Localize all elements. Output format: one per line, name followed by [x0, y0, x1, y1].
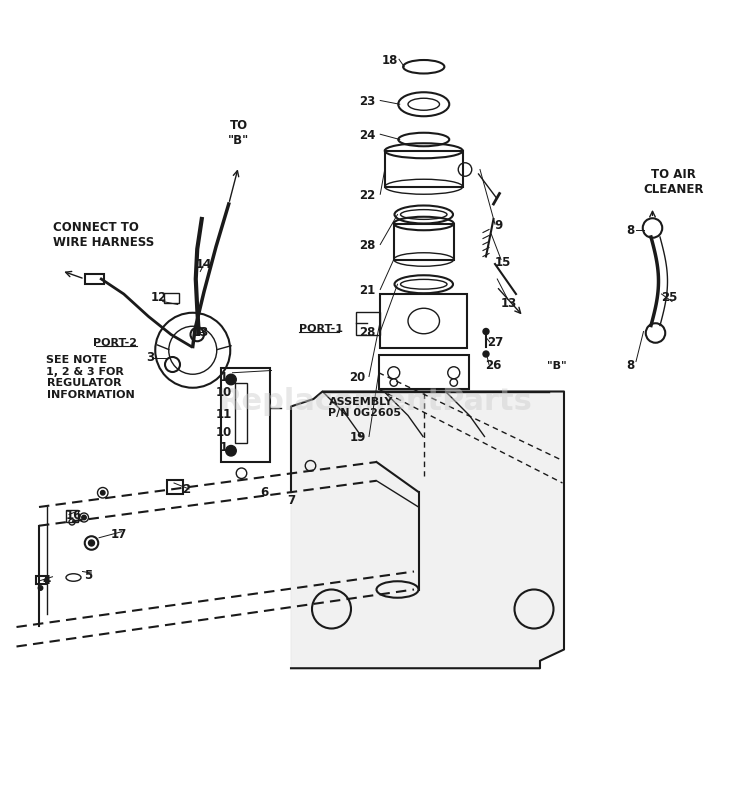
Bar: [66, 510, 78, 522]
Text: 28: 28: [359, 326, 376, 338]
Text: 26: 26: [485, 358, 502, 371]
Text: 8: 8: [626, 224, 634, 237]
Text: 1: 1: [220, 441, 227, 454]
Text: 11: 11: [215, 408, 232, 421]
Text: "B": "B": [547, 361, 566, 371]
Text: 15: 15: [494, 256, 511, 269]
Bar: [85, 274, 104, 284]
Text: 9: 9: [495, 218, 502, 232]
Text: PORT-1: PORT-1: [298, 323, 343, 334]
Text: 4: 4: [42, 573, 51, 585]
Text: 25: 25: [661, 291, 677, 304]
Bar: [380, 294, 467, 349]
Circle shape: [88, 541, 94, 546]
Text: 3: 3: [146, 351, 154, 364]
Text: ReplacementParts: ReplacementParts: [218, 387, 532, 415]
Text: CONNECT TO
WIRE HARNESS: CONNECT TO WIRE HARNESS: [53, 221, 154, 249]
Circle shape: [38, 586, 43, 590]
Text: 8: 8: [626, 358, 634, 371]
Bar: [379, 356, 469, 390]
Text: TO AIR
CLEANER: TO AIR CLEANER: [644, 168, 704, 196]
Bar: [164, 294, 178, 304]
Text: 14: 14: [196, 258, 212, 271]
Circle shape: [100, 491, 105, 496]
Text: 16: 16: [65, 508, 82, 521]
Circle shape: [483, 351, 489, 358]
Text: 10: 10: [215, 386, 232, 399]
Circle shape: [226, 446, 236, 456]
Text: 13: 13: [500, 297, 517, 310]
Polygon shape: [291, 392, 564, 668]
Text: 13: 13: [193, 326, 209, 338]
Text: 27: 27: [487, 336, 503, 349]
Circle shape: [483, 329, 489, 335]
Bar: [394, 225, 454, 260]
Text: 18: 18: [382, 54, 398, 67]
Circle shape: [226, 375, 236, 385]
Bar: [221, 369, 270, 463]
Text: 1: 1: [220, 371, 227, 383]
Text: 28: 28: [359, 239, 376, 252]
Text: 19: 19: [350, 431, 366, 444]
Text: 10: 10: [215, 426, 232, 439]
Text: SEE NOTE
1, 2 & 3 FOR
REGULATOR
INFORMATION: SEE NOTE 1, 2 & 3 FOR REGULATOR INFORMAT…: [46, 354, 134, 399]
Bar: [166, 480, 183, 494]
Text: 7: 7: [287, 493, 295, 506]
Bar: [356, 313, 380, 335]
Text: TO
"B": TO "B": [228, 119, 249, 147]
Text: 2: 2: [182, 483, 190, 496]
Circle shape: [82, 516, 86, 520]
Text: PORT-2: PORT-2: [93, 338, 137, 347]
Text: 22: 22: [359, 188, 376, 201]
Text: 24: 24: [359, 128, 376, 142]
Text: 21: 21: [359, 284, 376, 297]
Text: 20: 20: [350, 371, 366, 383]
Text: ASSEMBLY
P/N 0G2605: ASSEMBLY P/N 0G2605: [328, 396, 401, 418]
Bar: [385, 152, 463, 188]
Text: 6: 6: [260, 486, 268, 499]
Text: 17: 17: [110, 528, 127, 541]
Bar: [235, 384, 247, 444]
Bar: [36, 577, 46, 585]
Text: 5: 5: [84, 569, 93, 581]
Text: 23: 23: [359, 95, 376, 107]
Text: 12: 12: [151, 291, 167, 304]
